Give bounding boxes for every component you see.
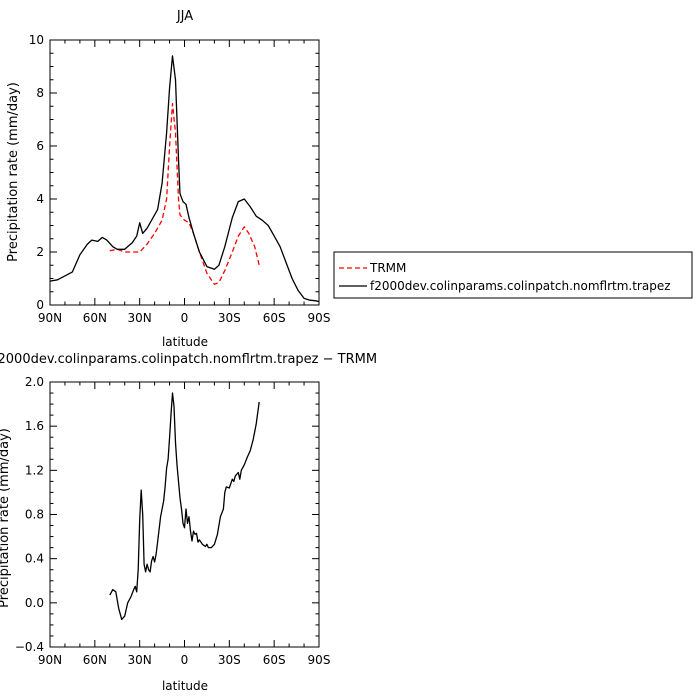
bottom-series-line-0 [109,392,260,621]
bottom-chart-title: f2000dev.colinparams.colinpatch.nomflrtm… [0,352,377,367]
legend-label-model: f2000dev.colinparams.colinpatch.nomflrtm… [370,279,671,293]
bottom-x-tick-label: 60S [263,653,286,667]
top-x-tick-label: 90N [38,311,62,325]
bottom-x-tick-label: 30N [128,653,152,667]
bottom-x-tick-label: 30S [218,653,241,667]
top-series-group [49,55,320,303]
top-x-tick-label: 30S [218,311,241,325]
top-x-tick-label: 90S [308,311,331,325]
bottom-x-tick-label: 90N [38,653,62,667]
top-y-tick-label: 6 [36,139,44,153]
top-axis-ticks: 90N 60N 30N 0 30S 60S 90S 0 2 4 6 8 10 [29,33,331,325]
bottom-x-axis-label: latitude [162,679,208,693]
legend-label-trmm: TRMM [369,261,406,275]
bottom-x-tick-label: 60N [83,653,107,667]
legend: TRMM f2000dev.colinparams.colinpatch.nom… [333,251,693,299]
bottom-x-tick-label: 90S [308,653,331,667]
bottom-y-tick-label: 1.6 [25,419,44,433]
bottom-y-tick-label: 0.8 [25,508,44,522]
bottom-y-tick-label: 0.0 [25,596,44,610]
top-series-line-0 [109,102,260,285]
top-plot-frame [49,39,320,306]
top-series-line-1 [49,55,320,303]
top-x-tick-label: 60S [263,311,286,325]
top-x-tick-label: 0 [181,311,189,325]
bottom-y-tick-label: −0.4 [15,640,44,654]
bottom-plot-frame [49,381,320,648]
bottom-series-group [109,392,260,621]
top-x-axis-label: latitude [162,335,208,349]
bottom-y-axis-label: Precipitation rate (mm/day) [0,428,12,608]
bottom-axis-ticks: 90N 60N 30N 0 30S 60S 90S −0.4 0.0 0.4 0.8 1.2 1.6 2.… [15,375,331,667]
top-y-tick-label: 4 [36,192,44,206]
legend-box [333,251,693,299]
top-y-tick-label: 0 [36,298,44,312]
top-y-axis-label: Precipitation rate (mm/day) [6,82,21,262]
top-chart-title: JJA [176,9,193,24]
top-x-tick-label: 30N [128,311,152,325]
top-x-tick-label: 60N [83,311,107,325]
panel-top-chart: JJA Precipitation rate (mm/day) latitude… [6,9,330,349]
bottom-y-tick-label: 2.0 [25,375,44,389]
top-y-tick-label: 8 [36,86,44,100]
panel-bottom-chart: f2000dev.colinparams.colinpatch.nomflrtm… [0,352,377,693]
top-y-tick-label: 2 [36,245,44,259]
top-y-tick-label: 10 [29,33,44,47]
bottom-x-tick-label: 0 [181,653,189,667]
bottom-y-tick-label: 1.2 [25,463,44,477]
bottom-y-tick-label: 0.4 [25,552,44,566]
